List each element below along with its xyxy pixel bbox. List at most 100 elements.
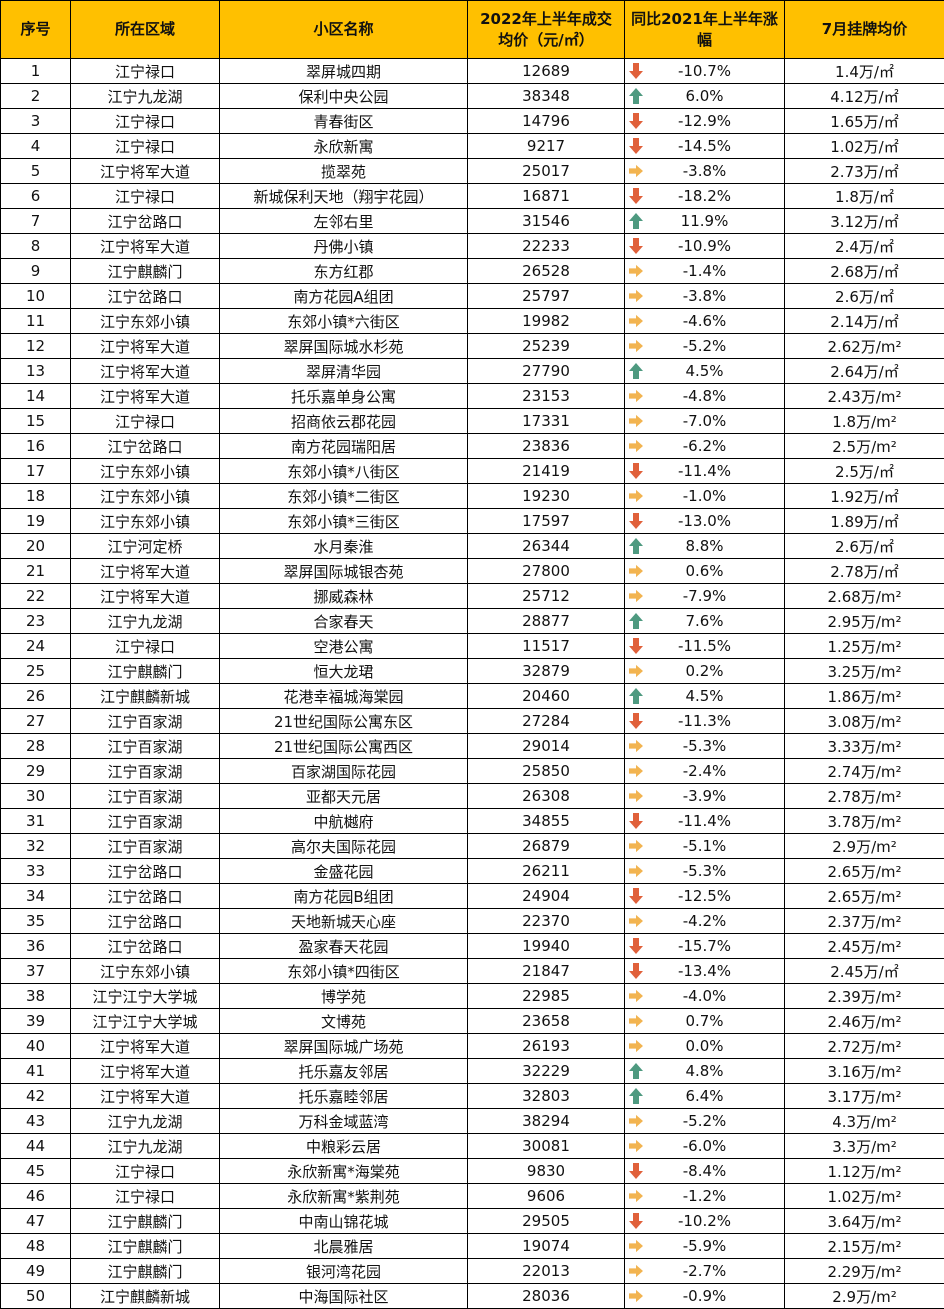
down-arrow-icon (629, 888, 643, 904)
cell-avg-price: 26879 (467, 833, 625, 859)
cell-avg-price: 25239 (467, 333, 625, 359)
cell-index: 14 (0, 383, 71, 409)
down-arrow-icon (629, 513, 643, 529)
cell-avg-price: 9217 (467, 133, 625, 159)
table-row: 28 江宁百家湖 21世纪国际公寓西区 29014 -5.3% 3.33万/m² (0, 733, 944, 759)
right-arrow-icon (629, 664, 643, 678)
cell-avg-price: 27800 (467, 558, 625, 584)
cell-yoy-change: -13.4% (624, 958, 785, 984)
cell-index: 13 (0, 358, 71, 384)
cell-index: 50 (0, 1283, 71, 1309)
cell-listing-price: 2.14万/㎡ (784, 308, 944, 334)
cell-area: 江宁将军大道 (70, 333, 220, 359)
cell-avg-price: 27284 (467, 708, 625, 734)
cell-area: 江宁将军大道 (70, 583, 220, 609)
cell-community: 银河湾花园 (219, 1258, 468, 1284)
table-row: 30 江宁百家湖 亚都天元居 26308 -3.9% 2.78万/m² (0, 783, 944, 809)
cell-listing-price: 2.72万/m² (784, 1033, 944, 1059)
right-arrow-icon (629, 739, 643, 753)
cell-area: 江宁百家湖 (70, 808, 220, 834)
cell-area: 江宁百家湖 (70, 708, 220, 734)
cell-yoy-change: 7.6% (624, 608, 785, 634)
cell-avg-price: 26193 (467, 1033, 625, 1059)
cell-community: 花港幸福城海棠园 (219, 683, 468, 709)
right-arrow-icon (629, 1289, 643, 1303)
cell-area: 江宁东郊小镇 (70, 458, 220, 484)
table-row: 33 江宁岔路口 金盛花园 26211 -5.3% 2.65万/m² (0, 858, 944, 884)
cell-avg-price: 23153 (467, 383, 625, 409)
cell-listing-price: 2.29万/m² (784, 1258, 944, 1284)
table-row: 39 江宁江宁大学城 文博苑 23658 0.7% 2.46万/m² (0, 1008, 944, 1034)
down-arrow-icon (629, 1213, 643, 1229)
right-arrow-icon (629, 789, 643, 803)
cell-community: 东方红郡 (219, 258, 468, 284)
cell-listing-price: 1.12万/m² (784, 1158, 944, 1184)
cell-yoy-change: -4.8% (624, 383, 785, 409)
table-row: 25 江宁麒麟门 恒大龙珺 32879 0.2% 3.25万/m² (0, 658, 944, 684)
cell-index: 49 (0, 1258, 71, 1284)
up-arrow-icon (629, 213, 643, 229)
cell-yoy-change: -4.0% (624, 983, 785, 1009)
table-row: 14 江宁将军大道 托乐嘉单身公寓 23153 -4.8% 2.43万/m² (0, 383, 944, 409)
cell-listing-price: 1.02万/m² (784, 1183, 944, 1209)
cell-community: 空港公寓 (219, 633, 468, 659)
cell-community: 永欣新寓*紫荆苑 (219, 1183, 468, 1209)
cell-listing-price: 1.8万/㎡ (784, 183, 944, 209)
cell-area: 江宁岔路口 (70, 283, 220, 309)
cell-index: 31 (0, 808, 71, 834)
cell-area: 江宁将军大道 (70, 383, 220, 409)
cell-listing-price: 1.86万/m² (784, 683, 944, 709)
cell-community: 百家湖国际花园 (219, 758, 468, 784)
cell-avg-price: 22013 (467, 1258, 625, 1284)
cell-area: 江宁东郊小镇 (70, 483, 220, 509)
cell-listing-price: 3.64万/m² (784, 1208, 944, 1234)
cell-listing-price: 2.37万/m² (784, 908, 944, 934)
cell-index: 39 (0, 1008, 71, 1034)
cell-listing-price: 1.02万/㎡ (784, 133, 944, 159)
cell-yoy-change: -11.4% (624, 808, 785, 834)
cell-index: 4 (0, 133, 71, 159)
right-arrow-icon (629, 864, 643, 878)
cell-community: 东郊小镇*六街区 (219, 308, 468, 334)
cell-listing-price: 2.62万/m² (784, 333, 944, 359)
cell-index: 21 (0, 558, 71, 584)
cell-avg-price: 25712 (467, 583, 625, 609)
cell-yoy-change: -6.0% (624, 1133, 785, 1159)
cell-area: 江宁岔路口 (70, 433, 220, 459)
cell-listing-price: 1.92万/㎡ (784, 483, 944, 509)
table-row: 20 江宁河定桥 水月秦淮 26344 8.8% 2.6万/㎡ (0, 533, 944, 559)
cell-area: 江宁九龙湖 (70, 608, 220, 634)
cell-index: 37 (0, 958, 71, 984)
table-row: 5 江宁将军大道 揽翠苑 25017 -3.8% 2.73万/㎡ (0, 158, 944, 184)
right-arrow-icon (629, 764, 643, 778)
cell-yoy-change: -5.3% (624, 858, 785, 884)
right-arrow-icon (629, 914, 643, 928)
cell-index: 10 (0, 283, 71, 309)
cell-community: 翠屏清华园 (219, 358, 468, 384)
cell-community: 东郊小镇*八街区 (219, 458, 468, 484)
cell-avg-price: 12689 (467, 58, 625, 84)
cell-index: 43 (0, 1108, 71, 1134)
cell-listing-price: 2.73万/㎡ (784, 158, 944, 184)
right-arrow-icon (629, 314, 643, 328)
cell-area: 江宁九龙湖 (70, 1108, 220, 1134)
cell-avg-price: 19982 (467, 308, 625, 334)
down-arrow-icon (629, 963, 643, 979)
cell-community: 永欣新寓*海棠苑 (219, 1158, 468, 1184)
cell-community: 文博苑 (219, 1008, 468, 1034)
cell-yoy-change: -5.3% (624, 733, 785, 759)
cell-area: 江宁将军大道 (70, 1058, 220, 1084)
table-row: 13 江宁将军大道 翠屏清华园 27790 4.5% 2.64万/㎡ (0, 358, 944, 384)
cell-area: 江宁河定桥 (70, 533, 220, 559)
cell-area: 江宁东郊小镇 (70, 308, 220, 334)
cell-community: 丹佛小镇 (219, 233, 468, 259)
table-row: 22 江宁将军大道 挪威森林 25712 -7.9% 2.68万/m² (0, 583, 944, 609)
cell-avg-price: 19940 (467, 933, 625, 959)
table-row: 47 江宁麒麟门 中南山锦花城 29505 -10.2% 3.64万/m² (0, 1208, 944, 1234)
table-row: 50 江宁麒麟新城 中海国际社区 28036 -0.9% 2.9万/m² (0, 1283, 944, 1309)
cell-index: 28 (0, 733, 71, 759)
cell-yoy-change: -12.9% (624, 108, 785, 134)
cell-listing-price: 2.68万/m² (784, 583, 944, 609)
table-row: 8 江宁将军大道 丹佛小镇 22233 -10.9% 2.4万/㎡ (0, 233, 944, 259)
